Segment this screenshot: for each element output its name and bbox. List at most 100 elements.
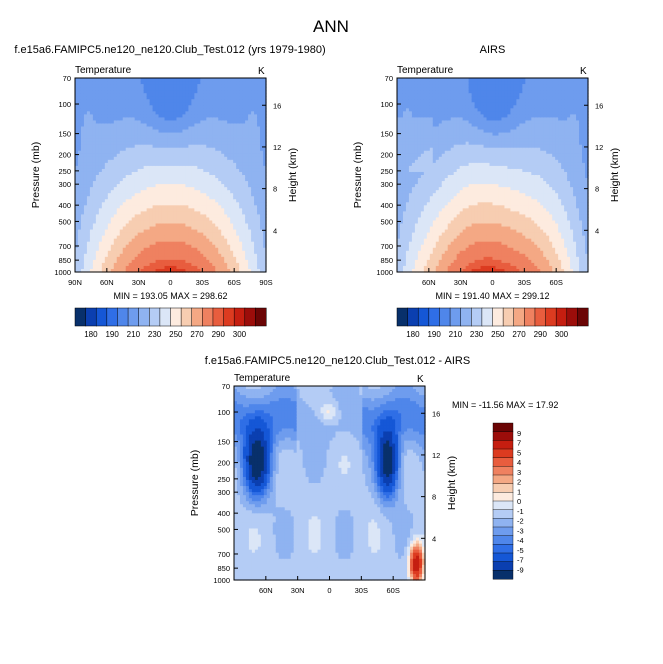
contour-cell: [173, 253, 178, 258]
contour-cell: [95, 229, 100, 234]
contour-cell: [179, 259, 184, 264]
contour-cell: [173, 202, 178, 206]
contour-cell: [254, 171, 258, 176]
contour-cell: [227, 265, 231, 270]
contour-cell: [116, 259, 121, 264]
contour-cell: [80, 105, 85, 109]
contour-cell: [122, 178, 127, 182]
contour-cell: [92, 150, 97, 155]
contour-cell: [98, 81, 103, 85]
contour-cell: [89, 217, 94, 222]
contour-cell: [122, 259, 127, 264]
contour-cell: [257, 262, 261, 267]
contour-cell: [161, 117, 166, 122]
contour-cell: [200, 253, 204, 258]
contour-cell: [134, 108, 139, 112]
contour-cell: [254, 147, 258, 152]
contour-cell: [233, 96, 237, 100]
contour-cell: [170, 184, 175, 188]
contour-cell: [164, 268, 169, 273]
contour-cell: [197, 259, 201, 264]
contour-cell: [179, 265, 184, 270]
contour-cell: [200, 99, 204, 103]
contour-cell: [212, 93, 216, 97]
contour-cell: [212, 208, 216, 212]
contour-cell: [248, 141, 252, 146]
contour-cell: [182, 214, 187, 219]
contour-cell: [173, 78, 178, 82]
contour-cell: [197, 102, 201, 106]
contour-cell: [131, 102, 136, 106]
contour-cell: [161, 162, 166, 167]
contour-cell: [239, 190, 243, 194]
contour-cell: [215, 226, 219, 231]
contour-cell: [212, 226, 216, 231]
contour-cell: [77, 132, 82, 137]
contour-cell: [251, 135, 255, 140]
contour-cell: [236, 87, 240, 91]
contour-cell: [149, 223, 154, 228]
contour-cell: [149, 196, 154, 200]
contour-cell: [263, 141, 267, 146]
contour-cell: [125, 247, 130, 252]
contour-cell: [161, 253, 166, 258]
contour-cell: [77, 108, 82, 112]
contour-cell: [170, 190, 175, 194]
contour-cell: [209, 132, 213, 137]
contour-cell: [236, 162, 240, 167]
contour-cell: [83, 184, 88, 188]
contour-cell: [405, 123, 410, 128]
contour-cell: [227, 202, 231, 206]
contour-cell: [176, 117, 181, 122]
contour-cell: [89, 135, 94, 140]
contour-cell: [134, 232, 139, 237]
contour-cell: [143, 159, 148, 164]
contour-cell: [399, 84, 404, 88]
contour-cell: [257, 117, 261, 122]
contour-cell: [92, 168, 97, 173]
contour-cell: [131, 162, 136, 167]
contour-cell: [263, 235, 267, 240]
contour-cell: [122, 111, 127, 115]
contour-cell: [152, 126, 157, 131]
contour-cell: [122, 244, 127, 249]
contour-cell: [137, 90, 142, 94]
contour-cell: [173, 120, 178, 125]
contour-cell: [233, 123, 237, 128]
contour-cell: [224, 147, 228, 152]
contour-cell: [200, 232, 204, 237]
contour-cell: [146, 159, 151, 164]
contour-cell: [254, 117, 258, 122]
contour-cell: [257, 162, 261, 167]
contour-cell: [257, 114, 261, 119]
contour-cell: [230, 90, 234, 94]
contour-cell: [86, 184, 91, 188]
contour-cell: [122, 217, 127, 222]
contour-cell: [122, 262, 127, 267]
contour-cell: [215, 241, 219, 246]
contour-cell: [122, 226, 127, 231]
contour-cell: [152, 102, 157, 106]
contour-cell: [399, 96, 404, 100]
contour-cell: [113, 256, 118, 261]
contour-cell: [161, 208, 166, 212]
contour-cell: [161, 199, 166, 203]
y-tick-label: 400: [58, 201, 71, 210]
contour-cell: [152, 99, 157, 103]
contour-cell: [95, 81, 100, 85]
contour-cell: [233, 250, 237, 255]
contour-cell: [176, 162, 181, 167]
contour-cell: [191, 181, 195, 185]
contour-cell: [170, 135, 175, 140]
contour-cell: [107, 220, 112, 225]
contour-cell: [131, 253, 136, 258]
contour-cell: [215, 247, 219, 252]
contour-cell: [80, 265, 85, 270]
contour-cell: [140, 93, 145, 97]
contour-cell: [257, 175, 261, 179]
contour-cell: [98, 162, 103, 167]
contour-cell: [83, 111, 88, 115]
contour-cell: [122, 135, 127, 140]
contour-cell: [215, 193, 219, 197]
contour-cell: [203, 123, 207, 128]
